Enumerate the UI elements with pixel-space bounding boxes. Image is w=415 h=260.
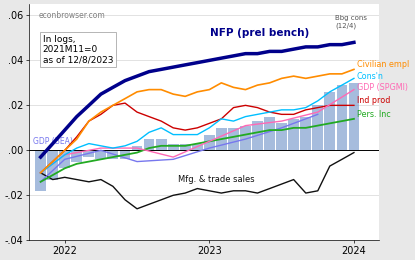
Bar	[71, 150, 82, 161]
Text: Bbg cons
(12/4): Bbg cons (12/4)	[335, 15, 367, 29]
Bar	[216, 128, 227, 150]
Bar	[337, 85, 347, 150]
Bar	[47, 150, 58, 180]
Bar	[192, 144, 203, 150]
Text: Ind prod: Ind prod	[357, 96, 390, 105]
Text: GDP (SPGMI): GDP (SPGMI)	[357, 83, 408, 92]
Text: Civilian empl: Civilian empl	[357, 60, 409, 69]
Bar	[325, 92, 335, 150]
Bar	[35, 150, 46, 191]
Bar	[276, 123, 287, 150]
Text: Pers. Inc: Pers. Inc	[357, 110, 391, 119]
Bar	[312, 105, 323, 150]
Text: In logs,
2021M11=0
as of 12/8/2023: In logs, 2021M11=0 as of 12/8/2023	[43, 35, 113, 65]
Bar	[180, 144, 190, 150]
Bar	[240, 126, 251, 150]
Bar	[132, 146, 142, 150]
Bar	[288, 119, 299, 150]
Bar	[228, 128, 239, 150]
Bar	[168, 144, 178, 150]
Bar	[156, 139, 166, 150]
Bar	[144, 139, 154, 150]
Bar	[95, 150, 106, 159]
Bar	[349, 83, 359, 150]
Bar	[59, 150, 70, 168]
Bar	[204, 135, 215, 150]
Text: Mfg. & trade sales: Mfg. & trade sales	[178, 175, 255, 184]
Bar	[264, 116, 275, 150]
Text: GDP (BEA): GDP (BEA)	[33, 137, 73, 146]
Bar	[300, 116, 311, 150]
Bar	[120, 150, 130, 159]
Bar	[83, 150, 94, 157]
Bar	[252, 121, 263, 150]
Text: Cons'n: Cons'n	[357, 72, 384, 81]
Text: econbrowser.com: econbrowser.com	[39, 11, 106, 20]
Bar	[107, 150, 118, 159]
Text: NFP (prel bench): NFP (prel bench)	[210, 28, 310, 38]
